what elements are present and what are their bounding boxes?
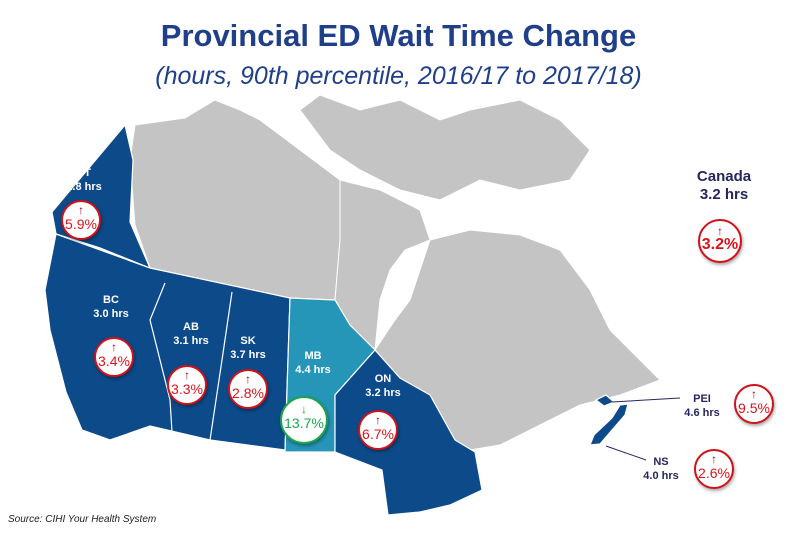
sk-change-badge: ↑ 2.8% (228, 369, 268, 409)
yt-label: YT 1.8 hrs (66, 167, 102, 193)
ab-sk-border (209, 291, 233, 441)
grey-regions (129, 94, 661, 451)
ns-leader-line (605, 445, 647, 461)
mb-change-badge: ↓ 13.7% (280, 396, 328, 444)
arrow-down-icon: ↓ (301, 402, 307, 416)
page-subtitle: (hours, 90th percentile, 2016/17 to 2017… (155, 62, 642, 90)
arrow-up-icon: ↑ (711, 452, 717, 466)
yt-change-badge: ↑ 5.9% (61, 200, 101, 240)
pei-label: PEI 4.6 hrs (684, 393, 720, 419)
arrow-up-icon: ↑ (717, 224, 723, 238)
arrow-up-icon: ↑ (751, 387, 757, 401)
pei-leader-line (611, 397, 681, 403)
bc-ab-border (149, 282, 173, 433)
ns-shape (589, 403, 629, 446)
arrow-up-icon: ↑ (245, 372, 251, 386)
source-note: Source: CIHI Your Health System (8, 514, 157, 525)
ab-label: AB 3.1 hrs (173, 321, 209, 347)
ns-label: NS 4.0 hrs (643, 456, 679, 482)
on-change-badge: ↑ 6.7% (358, 410, 398, 450)
mb-label: MB 4.4 hrs (295, 350, 331, 376)
on-label: ON 3.2 hrs (365, 373, 401, 399)
bc-change-badge: ↑ 3.4% (94, 337, 134, 377)
ns-change-badge: ↑ 2.6% (694, 449, 734, 489)
arrow-up-icon: ↑ (184, 368, 190, 382)
arrow-up-icon: ↑ (78, 203, 84, 217)
arrow-up-icon: ↑ (375, 413, 381, 427)
on-shape (334, 349, 483, 516)
sk-label: SK 3.7 hrs (230, 335, 266, 361)
page-title: Provincial ED Wait Time Change (160, 18, 637, 53)
canada-change-badge: ↑ 3.2% (698, 219, 742, 263)
ab-change-badge: ↑ 3.3% (167, 365, 207, 405)
canada-label: Canada 3.2 hrs (696, 168, 752, 203)
arrow-up-icon: ↑ (111, 340, 117, 354)
arctic-islands (299, 94, 591, 201)
nunavut-east (334, 179, 431, 352)
pei-change-badge: ↑ 9.5% (734, 384, 774, 424)
bc-label: BC 3.0 hrs (93, 294, 129, 320)
quebec-labrador (374, 229, 661, 451)
